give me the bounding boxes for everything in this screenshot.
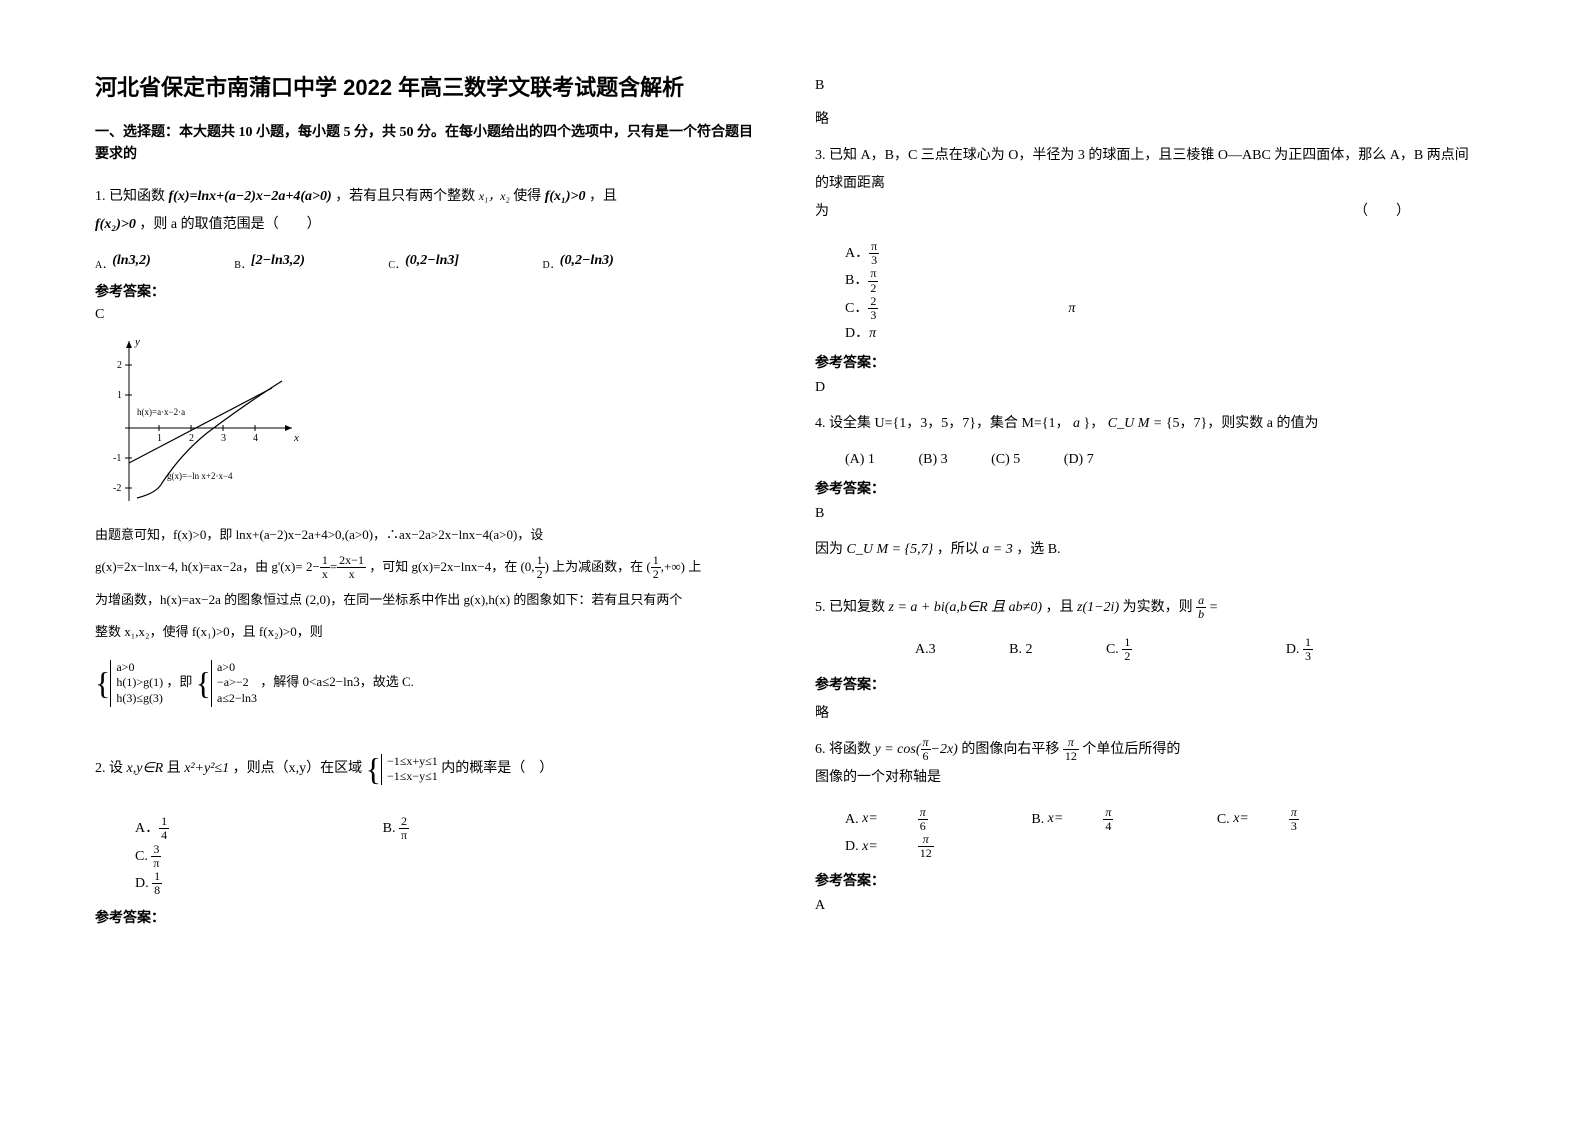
question-6: 6. 将函数 y = cos(π6−2x) 的图像向右平移 π12 个单位后所得…	[815, 736, 1475, 792]
q6-options: A. x=π6 B. x=π4 C. x=π3 D. x=π12	[815, 806, 1475, 861]
question-2: 2. 设 x,y∈R 且 x²+y²≤1 ，则点（x,y）在区域 { −1≤x+…	[95, 737, 755, 801]
svg-text:g(x)=−ln x+2·x−4: g(x)=−ln x+2·x−4	[167, 471, 233, 481]
q4-opt-b: (B) 3	[918, 452, 947, 468]
q1-vars: x₁，x₂	[479, 189, 510, 203]
q2-opt-b: B. 2π	[383, 815, 489, 842]
q3-opt-c: C．23π	[845, 295, 1170, 322]
svg-text:x: x	[293, 432, 299, 444]
document-title: 河北省保定市南蒲口中学 2022 年高三数学文联考试题含解析	[95, 70, 755, 102]
q5-opt-b: B. 2	[1009, 642, 1032, 658]
q2-opt-d: D. 18	[135, 870, 242, 897]
q2-opt-a: A．14	[135, 815, 249, 842]
svg-text:4: 4	[253, 433, 258, 444]
q5-opt-c: C. 12	[1106, 636, 1212, 663]
q1-explain-5: { a>0 h(1)>g(1) h(3)≤g(3) ，即 { a>0 −a>−2…	[95, 651, 755, 715]
answer-label-4: 参考答案：	[815, 478, 1475, 498]
svg-text:1: 1	[157, 433, 162, 444]
svg-text:-2: -2	[113, 483, 121, 494]
q2-options: A．14 B. 2π C. 3π D. 18	[95, 815, 755, 897]
svg-text:3: 3	[221, 433, 226, 444]
answer-label-5: 参考答案：	[815, 674, 1475, 694]
answer-label-2: 参考答案：	[95, 907, 755, 927]
q1-stem-d: ，且	[589, 189, 617, 204]
q1-explain-2: g(x)=2x−lnx−4, h(x)=ax−2a，由 g'(x)= 2−1x=…	[95, 554, 755, 582]
q4-opt-a: (A) 1	[845, 452, 875, 468]
q1-stem-b: ，若有且只有两个整数	[335, 189, 475, 204]
q1-opt-b: B．[2−ln3,2)	[234, 253, 345, 271]
answer-label: 参考答案：	[95, 281, 755, 301]
q6-opt-a: A. x=π6	[845, 806, 1008, 833]
q4-opt-c: (C) 5	[991, 452, 1020, 468]
question-5: 5. 已知复数 z = a + bi(a,b∈R 且 ab≠0) ，且 z(1−…	[815, 594, 1475, 622]
q5-options: A.3 B. 2 C. 12 D. 13	[815, 636, 1475, 663]
q6-answer: A	[815, 898, 1475, 914]
q1-fx2: f(x₂)>0	[95, 217, 136, 232]
q4-opt-d: (D) 7	[1064, 452, 1094, 468]
q3-opt-a: A．π3	[845, 240, 1069, 267]
q6-opt-d: D. x=π12	[845, 833, 1014, 860]
q1-explain-3: 为增函数，h(x)=ax−2a 的图象恒过点 (2,0)，在同一坐标系中作出 g…	[95, 587, 755, 613]
q1-graph: x y 1 2 3 4 2 1 -1 -2 h(x)=a·x	[107, 333, 302, 508]
section-header: 一、选择题：本大题共 10 小题，每小题 5 分，共 50 分。在每小题给出的四…	[95, 122, 755, 167]
q1-explain-4: 整数 x₁,x₂，使得 f(x₁)>0，且 f(x₂)>0，则	[95, 619, 755, 645]
answer-label-3: 参考答案：	[815, 352, 1475, 372]
q1-explain-1: 由题意可知，f(x)>0，即 lnx+(a−2)x−2a+4>0,(a>0)，∴…	[95, 522, 755, 548]
svg-text:2: 2	[189, 433, 194, 444]
q2-opt-c: C. 3π	[135, 843, 241, 870]
q3-answer: D	[815, 380, 1475, 396]
q1-opt-d: D．(0,2−ln3)	[543, 253, 654, 271]
q1-stem-e: ，则 a 的取值范围是（ ）	[139, 217, 320, 232]
q4-reason: 因为 C_U M = {5,7} ，所以 a = 3 ，选 B.	[815, 536, 1475, 564]
q5-opt-a: A.3	[915, 642, 936, 658]
question-4: 4. 设全集 U={1，3，5，7}，集合 M={1， a }， C_U M =…	[815, 410, 1475, 438]
q2-answer-note: 略	[815, 108, 1475, 128]
q1-answer: C	[95, 307, 755, 323]
q6-opt-b: B. x=π4	[1031, 806, 1193, 833]
question-3: 3. 已知 A，B，C 三点在球心为 O，半径为 3 的球面上，且三棱锥 O—A…	[815, 142, 1475, 226]
q1-fx1: f(x₁)>0	[545, 189, 586, 204]
q3-options: A．π3 B．π2 C．23π D．π	[815, 240, 1475, 342]
svg-text:h(x)=a·x−2·a: h(x)=a·x−2·a	[137, 407, 185, 417]
q1-stem-a: 1. 已知函数	[95, 189, 165, 204]
q1-opt-a: A．(ln3,2)	[95, 253, 191, 271]
q3-opt-b: B．π2	[845, 267, 1068, 294]
svg-text:-1: -1	[113, 453, 121, 464]
q1-fx: f(x)=lnx+(a−2)x−2a+4(a>0)	[169, 189, 332, 204]
svg-text:2: 2	[117, 360, 122, 371]
q2-answer: B	[815, 78, 1475, 94]
q5-opt-d: D. 13	[1286, 636, 1393, 663]
q4-answer: B	[815, 506, 1475, 522]
q1-stem-c: 使得	[513, 189, 541, 204]
q3-opt-d: D．π	[845, 322, 971, 342]
q6-opt-c: C. x=π3	[1217, 806, 1379, 833]
question-1: 1. 已知函数 f(x)=lnx+(a−2)x−2a+4(a>0) ，若有且只有…	[95, 183, 755, 239]
answer-label-6: 参考答案：	[815, 870, 1475, 890]
q1-options: A．(ln3,2) B．[2−ln3,2) C．(0,2−ln3] D．(0,2…	[95, 253, 755, 271]
svg-text:1: 1	[117, 390, 122, 401]
q5-answer-note: 略	[815, 702, 1475, 722]
q4-options: (A) 1 (B) 3 (C) 5 (D) 7	[815, 452, 1475, 468]
q1-opt-c: C．(0,2−ln3]	[388, 253, 499, 271]
svg-text:y: y	[134, 336, 140, 348]
